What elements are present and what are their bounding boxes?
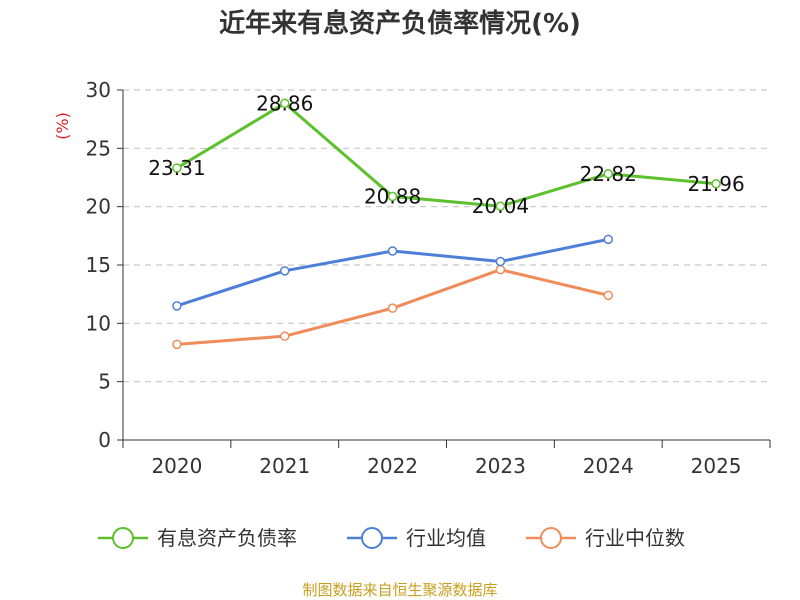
data-label: 28.86 [256,91,313,115]
data-label: 20.88 [364,184,421,208]
data-label: 21.96 [687,172,744,196]
data-point [172,301,182,311]
legend-swatch-marker [112,527,134,549]
y-tick-label: 15 [86,253,111,277]
data-point [603,234,613,245]
legend-label: 有息资产负债率 [157,526,297,550]
y-tick-label: 10 [86,311,111,335]
series-layer: 23.31 28.86 20.88 20.04 22.82 21.96 [148,91,745,350]
x-tick-label: 2021 [259,454,310,478]
data-label: 20.04 [472,194,529,218]
legend-swatch-marker [540,527,562,549]
data-point [280,98,290,109]
y-tick-label: 30 [86,78,111,102]
data-point [495,201,506,211]
x-tick-label: 2025 [691,454,742,478]
x-tick-label: 2022 [367,454,418,478]
y-tick-label: 5 [98,370,111,394]
x-tick-label: 2020 [151,454,202,478]
data-point [387,246,398,256]
x-tick-label: 2023 [475,454,526,478]
y-tick-label: 25 [86,136,111,160]
data-point [387,191,398,202]
legend-label: 行业均值 [406,526,486,550]
data-point [711,179,721,189]
series-line-0 [176,101,717,208]
y-axis-label: (%) [53,112,72,140]
chart-title: 近年来有息资产负债率情况(%) [219,8,581,39]
data-label: 23.31 [148,156,205,180]
data-point [387,303,398,313]
gridlines [123,89,770,383]
data-label: 22.82 [580,162,637,186]
data-point [280,331,290,341]
data-point [603,290,613,301]
y-tick-label: 20 [86,195,111,219]
data-point [603,169,613,179]
data-point [495,264,506,275]
legend: 有息资产负债率 行业均值 行业中位数 [98,526,685,550]
legend-label: 行业中位数 [585,526,685,550]
data-point [495,256,506,267]
data-point [172,163,182,173]
legend-swatch-marker [361,527,383,549]
y-tick-label: 0 [98,428,111,452]
data-point [280,266,290,276]
data-point [172,339,182,350]
source-note: 制图数据来自恒生聚源数据库 [302,581,497,599]
x-tick-label: 2024 [583,454,634,478]
